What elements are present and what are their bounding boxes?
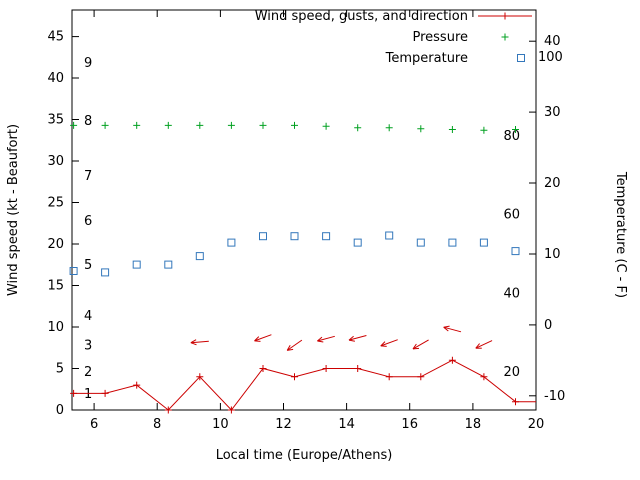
svg-text:45: 45 xyxy=(47,30,64,45)
beaufort-scale-labels: 1 2 3 4 5 6 7 8 9 xyxy=(84,56,92,402)
svg-text:0: 0 xyxy=(56,403,64,418)
x-axis-ticks: 6 8 10 12 14 16 18 20 xyxy=(90,10,544,432)
svg-text:9: 9 xyxy=(84,56,92,71)
svg-text:6: 6 xyxy=(90,417,98,432)
temperature-series xyxy=(69,231,520,277)
right-axis-title: Temperature (C - F) xyxy=(613,171,628,298)
svg-text:40: 40 xyxy=(503,286,520,301)
plot-border xyxy=(71,9,537,411)
svg-text:30: 30 xyxy=(544,105,561,120)
svg-text:100: 100 xyxy=(538,50,563,65)
right-axis-ticks: -10 0 10 20 30 40 xyxy=(529,34,565,404)
svg-text:5: 5 xyxy=(84,258,92,273)
left-axis-title: Wind speed (kt - Beaufort) xyxy=(6,124,21,296)
pressure-series xyxy=(70,121,519,134)
svg-text:10: 10 xyxy=(47,320,64,335)
svg-text:0: 0 xyxy=(544,318,552,333)
left-axis-ticks: 0 5 10 15 20 25 30 35 40 45 xyxy=(47,30,79,418)
svg-text:80: 80 xyxy=(503,129,520,144)
chart-layer: 6 8 10 12 14 16 18 20051015202530354045-1001020… xyxy=(47,9,565,432)
svg-text:7: 7 xyxy=(84,169,92,184)
legend-label-pressure: Pressure xyxy=(412,30,468,45)
svg-text:6: 6 xyxy=(84,214,92,229)
svg-text:1: 1 xyxy=(84,387,92,402)
wind-speed-series xyxy=(70,356,536,414)
svg-text:60: 60 xyxy=(503,208,520,223)
svg-text:40: 40 xyxy=(544,34,561,49)
svg-text:16: 16 xyxy=(401,417,418,432)
svg-text:10: 10 xyxy=(212,417,229,432)
svg-text:12: 12 xyxy=(275,417,292,432)
svg-text:15: 15 xyxy=(47,279,64,294)
svg-text:10: 10 xyxy=(544,247,561,262)
svg-text:8: 8 xyxy=(84,114,92,129)
svg-text:3: 3 xyxy=(84,338,92,353)
svg-text:8: 8 xyxy=(153,417,161,432)
legend-label-temperature: Temperature xyxy=(385,51,468,66)
svg-text:4: 4 xyxy=(84,309,92,324)
svg-text:-10: -10 xyxy=(544,389,565,404)
svg-text:18: 18 xyxy=(465,417,482,432)
svg-text:5: 5 xyxy=(56,362,64,377)
svg-text:35: 35 xyxy=(47,113,64,128)
wind-direction-arrows xyxy=(190,325,493,351)
svg-text:2: 2 xyxy=(84,365,92,380)
svg-text:25: 25 xyxy=(47,196,64,211)
legend-label-wind: Wind speed, gusts, and direction xyxy=(255,9,468,24)
svg-text:20: 20 xyxy=(503,365,520,380)
x-axis-title: Local time (Europe/Athens) xyxy=(216,448,393,463)
svg-text:14: 14 xyxy=(338,417,355,432)
svg-text:20: 20 xyxy=(528,417,545,432)
svg-text:40: 40 xyxy=(47,71,64,86)
svg-text:30: 30 xyxy=(47,154,64,169)
svg-text:20: 20 xyxy=(47,237,64,252)
svg-text:20: 20 xyxy=(544,176,561,191)
legend-marker-samples xyxy=(478,12,532,62)
